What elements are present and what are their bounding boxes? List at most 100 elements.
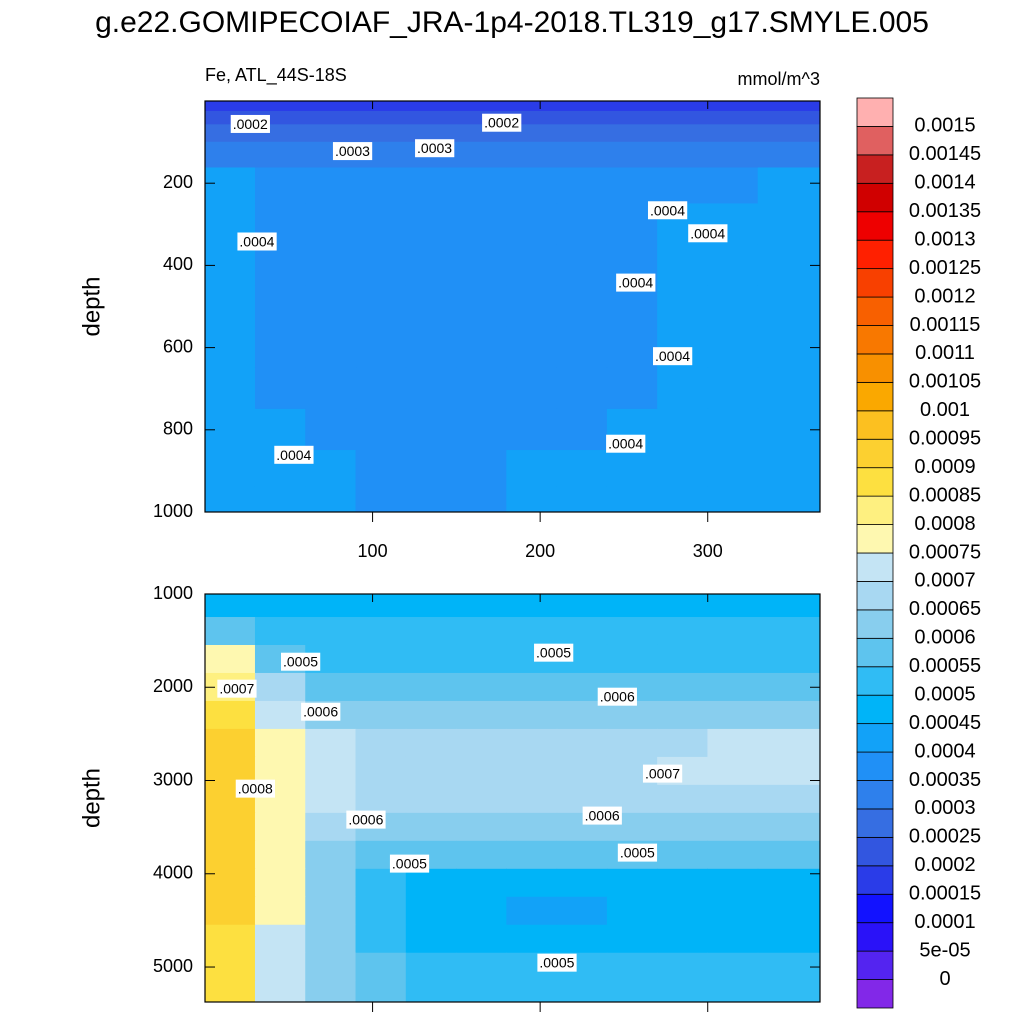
contour-label-box	[537, 953, 577, 972]
contour-label-box	[346, 810, 386, 829]
field-cell	[606, 924, 658, 954]
field-cell	[355, 952, 407, 982]
field-cell	[254, 617, 306, 646]
field-cell	[355, 486, 407, 513]
field-cell	[657, 728, 709, 758]
contour-label-box	[647, 201, 688, 220]
colorbar-label: 0.0013	[914, 228, 975, 250]
field-cell	[204, 450, 256, 487]
field-cell	[606, 141, 658, 169]
y-tick-label: 600	[163, 336, 193, 356]
field-cell	[707, 124, 759, 143]
colorbar-label: 0.00075	[909, 541, 981, 563]
colorbar-label: 0.0011	[915, 342, 975, 364]
field-cell	[456, 868, 507, 898]
field-cell	[606, 450, 658, 487]
field-cell	[556, 285, 608, 328]
plot-frame	[204, 100, 821, 513]
field-cell	[355, 980, 407, 1003]
units-label: mmol/m^3	[738, 69, 820, 89]
field-cell	[707, 408, 759, 451]
field-cell	[556, 326, 608, 369]
field-cell	[757, 244, 821, 287]
contour-label-box	[217, 679, 257, 698]
field-cell	[707, 952, 759, 982]
field-cell	[405, 896, 457, 926]
colorbar-label: 0.0005	[914, 683, 975, 705]
field-cell	[355, 203, 407, 246]
field-cell	[254, 728, 306, 758]
contour-label: .0002	[484, 115, 519, 131]
field-cell	[405, 203, 457, 246]
field-cell	[556, 141, 608, 169]
contour-label: .0003	[417, 140, 452, 156]
field-cell	[556, 980, 608, 1003]
y-tick-label: 3000	[153, 769, 193, 789]
field-cell	[456, 141, 507, 169]
field-cell	[707, 486, 759, 513]
contour-label: .0003	[335, 143, 370, 159]
field-cell	[254, 486, 306, 513]
field-cell	[405, 326, 457, 369]
field-cell	[305, 124, 357, 143]
contour-field	[204, 593, 821, 1003]
field-cell	[456, 167, 507, 205]
field-cell	[254, 244, 306, 287]
field-cell	[657, 840, 709, 870]
field-cell	[657, 285, 709, 328]
field-cell	[606, 167, 658, 205]
field-cell	[456, 980, 507, 1003]
field-cell	[707, 700, 759, 730]
field-cell	[757, 124, 821, 143]
contour-label: .0004	[690, 225, 725, 241]
field-cell	[707, 756, 759, 786]
field-cell	[707, 896, 759, 926]
field-cell	[707, 868, 759, 898]
colorbar-label: 0.001	[920, 399, 970, 421]
field-cell	[707, 784, 759, 814]
field-cell	[657, 952, 709, 982]
field-cell	[355, 672, 407, 702]
field-cell	[707, 980, 759, 1003]
field-cell	[405, 124, 457, 143]
field-cell	[506, 203, 558, 246]
colorbar-box	[856, 694, 894, 725]
colorbar-box	[856, 950, 894, 980]
contour-label-box	[606, 434, 646, 453]
field-cell	[556, 896, 608, 926]
field-cell	[355, 408, 407, 451]
colorbar-box	[856, 97, 894, 127]
field-cell	[657, 167, 709, 205]
field-cell	[606, 100, 658, 112]
plot-frame	[204, 593, 821, 1003]
field-cell	[456, 450, 507, 487]
field-cell	[657, 644, 709, 674]
field-cell	[456, 756, 507, 786]
field-cell	[556, 167, 608, 205]
field-cell	[305, 896, 357, 926]
field-cell	[757, 840, 821, 870]
field-cell	[757, 952, 821, 982]
field-cell	[506, 408, 558, 451]
field-cell	[355, 756, 407, 786]
field-cell	[305, 244, 357, 287]
contour-label-box	[280, 652, 321, 671]
colorbar-box	[856, 666, 894, 696]
field-cell	[757, 812, 821, 842]
field-cell	[204, 812, 256, 842]
field-cell	[506, 167, 558, 205]
field-cell	[355, 167, 407, 205]
field-cell	[305, 784, 357, 814]
contour-label-box	[274, 445, 314, 464]
field-cell	[204, 728, 256, 758]
field-cell	[657, 784, 709, 814]
field-cell	[556, 593, 608, 618]
field-cell	[254, 141, 306, 169]
colorbar-box	[856, 182, 894, 213]
field-cell	[707, 617, 759, 646]
field-cell	[204, 617, 256, 646]
field-cell	[405, 450, 457, 487]
contour-label: .0008	[238, 781, 273, 797]
field-cell	[506, 285, 558, 328]
y-tick-label: 400	[163, 254, 193, 274]
